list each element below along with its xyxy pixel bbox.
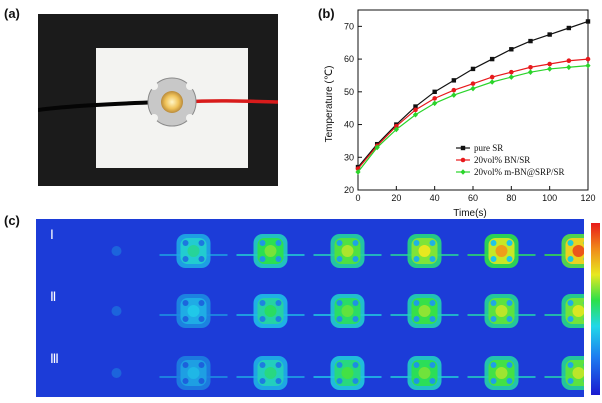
data-point [470, 85, 476, 92]
data-point [508, 74, 514, 80]
thermal-frame-r1-c5 [390, 234, 459, 268]
plot-frame [357, 9, 589, 191]
data-point [451, 78, 457, 83]
x-tick-label: 100 [542, 193, 557, 203]
thermal-frame-r2-c6 [467, 294, 536, 328]
legend-entry: pure SR [456, 143, 503, 153]
series-line [357, 20, 589, 168]
thermal-frame-r1-c6 [467, 234, 536, 268]
data-point [528, 38, 533, 44]
data-point [432, 89, 437, 95]
data-point [413, 104, 418, 109]
series-1 [355, 19, 591, 170]
x-tick-label: 120 [580, 193, 595, 203]
panel-label-c: (c) [4, 213, 20, 228]
thermal-frame-r2-c7 [544, 294, 584, 328]
y-tick-label: 40 [344, 120, 354, 130]
data-point [451, 92, 457, 98]
led-photo [38, 14, 278, 186]
y-tick-label: 50 [344, 87, 354, 97]
x-tick-label: 20 [391, 193, 401, 203]
panel-label-a: (a) [4, 6, 20, 21]
thermal-frame-r3-c2 [159, 356, 228, 390]
data-point [585, 62, 591, 69]
row-label-1: Ⅰ [50, 227, 54, 242]
thermal-frame-r3-c1 [111, 368, 122, 378]
x-tick-label: 0 [355, 193, 360, 203]
thermal-frame-r1-c7 [544, 234, 584, 268]
data-point [460, 157, 466, 163]
thermal-color-scale [591, 223, 600, 395]
y-axis-label: Temperature (℃) [324, 66, 335, 143]
data-point [470, 66, 476, 72]
data-point [412, 111, 419, 118]
legend-label: pure SR [474, 143, 503, 153]
data-point [509, 69, 514, 75]
thermal-frame-r3-c3 [236, 356, 305, 390]
data-point [355, 169, 361, 175]
data-point [489, 56, 495, 62]
thermal-frame-r2-c1 [111, 306, 122, 316]
thermal-frame-r1-c2 [159, 234, 228, 268]
thermal-frame-r2-c2 [159, 294, 228, 328]
legend-entry: 20vol% BN/SR [456, 155, 530, 165]
thermal-frame-r1-c4 [313, 234, 382, 268]
data-point [489, 74, 495, 80]
led-star-board [147, 77, 197, 127]
data-point [585, 56, 591, 62]
x-tick-label: 40 [430, 193, 440, 203]
row-label-2: Ⅱ [50, 289, 56, 304]
y-tick-label: 60 [344, 54, 354, 64]
thermal-frame-r3-c6 [467, 356, 536, 390]
y-tick-label: 70 [344, 21, 354, 31]
thermal-frame-r2-c5 [390, 294, 459, 328]
row-label-3: Ⅲ [50, 351, 59, 366]
data-point [451, 87, 457, 93]
x-tick-label: 80 [506, 193, 516, 203]
series-line [357, 58, 589, 170]
data-point [547, 32, 552, 37]
y-tick-label: 30 [344, 152, 354, 162]
legend-entry: 20vol% m-BN@SRP/SR [456, 167, 565, 177]
thermal-frame-r3-c5 [390, 356, 459, 390]
series-3 [355, 62, 591, 175]
thermal-frame-r2-c4 [313, 294, 382, 328]
data-point [432, 100, 438, 107]
black-wire [38, 100, 161, 112]
thermal-image-grid: Ⅰ Ⅱ Ⅲ [36, 219, 584, 397]
legend-label: 20vol% m-BN@SRP/SR [474, 167, 565, 177]
data-point [547, 61, 552, 67]
data-point [566, 25, 572, 31]
data-point [460, 145, 466, 151]
data-point [394, 123, 399, 129]
thermal-frame-r1-c3 [236, 234, 305, 268]
thermal-frame-r3-c7 [544, 356, 584, 390]
thermal-frame-r1-c1 [111, 246, 122, 256]
led-chip [161, 91, 183, 113]
data-point [566, 58, 572, 64]
red-wire [183, 99, 278, 104]
data-point [470, 81, 476, 86]
x-axis-label: Time(s) [453, 208, 487, 218]
data-point [509, 47, 514, 52]
thermal-frame-r3-c4 [313, 356, 382, 390]
data-point [547, 66, 553, 72]
data-point [460, 169, 466, 175]
series-2 [355, 56, 591, 172]
data-point [527, 69, 534, 75]
thermal-frame-r2-c3 [236, 294, 305, 328]
data-point [432, 96, 437, 101]
panel-label-b: (b) [318, 6, 335, 21]
data-point [489, 79, 495, 85]
data-point [413, 107, 418, 113]
y-tick-label: 20 [344, 185, 354, 195]
x-tick-label: 60 [468, 193, 478, 203]
legend-label: 20vol% BN/SR [474, 155, 530, 165]
data-point [566, 64, 572, 71]
data-point [585, 19, 591, 24]
data-point [528, 64, 533, 70]
